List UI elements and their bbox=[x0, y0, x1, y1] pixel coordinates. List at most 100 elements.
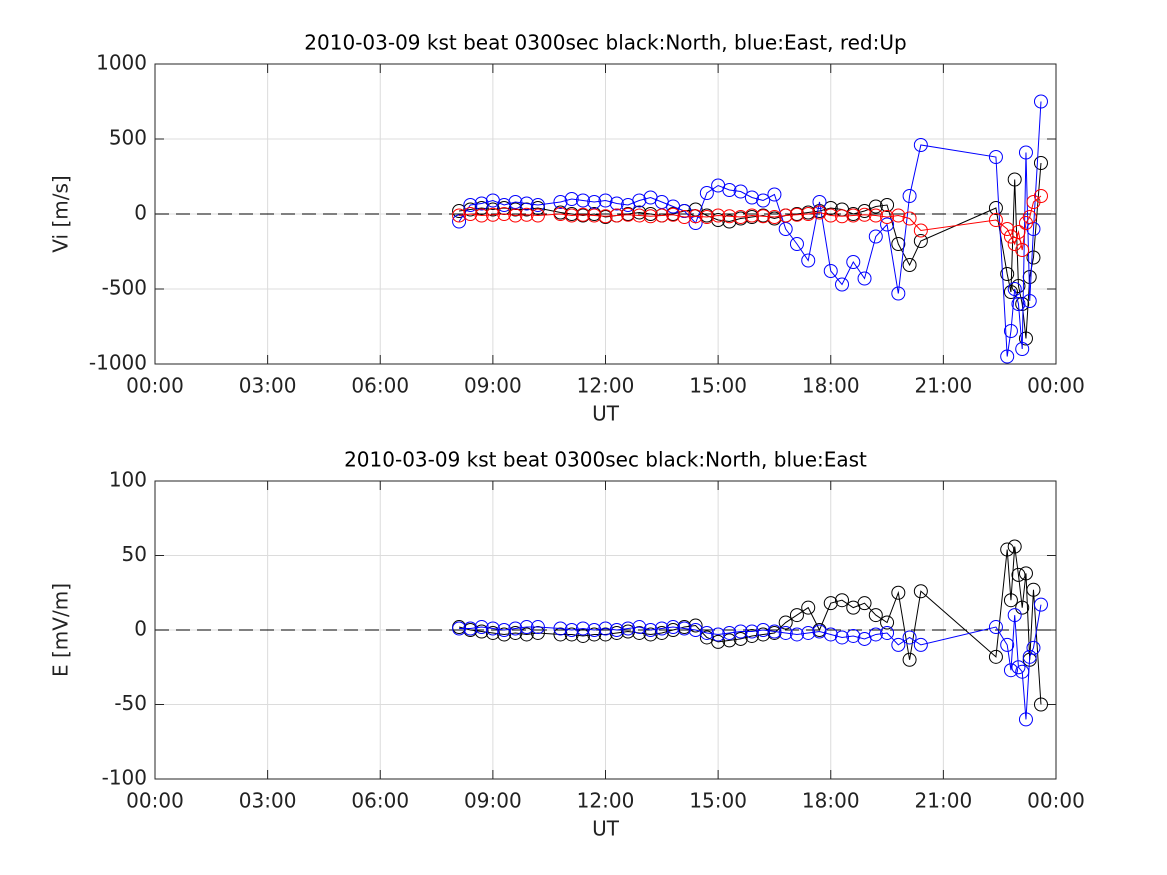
marker bbox=[1033, 94, 1048, 109]
marker bbox=[988, 649, 1003, 664]
marker bbox=[564, 627, 579, 642]
marker bbox=[988, 213, 1003, 227]
y-tick-label: 500 bbox=[109, 126, 147, 150]
marker bbox=[497, 198, 512, 212]
marker bbox=[621, 621, 636, 636]
marker bbox=[733, 631, 748, 646]
marker bbox=[609, 208, 624, 223]
marker bbox=[575, 193, 590, 208]
marker bbox=[530, 620, 545, 635]
marker bbox=[902, 258, 917, 272]
marker bbox=[823, 208, 838, 223]
marker bbox=[474, 196, 489, 211]
marker bbox=[699, 210, 714, 224]
marker bbox=[463, 621, 478, 636]
marker bbox=[1011, 225, 1026, 239]
marker bbox=[857, 271, 872, 286]
marker bbox=[744, 624, 759, 639]
marker bbox=[508, 625, 523, 640]
marker bbox=[835, 209, 850, 224]
marker bbox=[868, 208, 883, 223]
marker bbox=[778, 615, 793, 630]
marker bbox=[913, 234, 928, 248]
marker bbox=[654, 625, 669, 640]
marker bbox=[789, 608, 804, 623]
marker bbox=[1018, 712, 1033, 727]
marker bbox=[722, 183, 737, 197]
x-tick-label: 21:00 bbox=[915, 789, 973, 813]
marker bbox=[609, 196, 624, 211]
marker bbox=[913, 138, 928, 152]
marker bbox=[913, 637, 928, 652]
marker bbox=[744, 208, 759, 223]
marker bbox=[902, 189, 917, 203]
marker bbox=[913, 584, 928, 599]
marker bbox=[902, 630, 917, 645]
marker bbox=[801, 600, 816, 615]
marker bbox=[767, 210, 782, 224]
plot-content bbox=[155, 539, 1056, 727]
marker bbox=[575, 207, 590, 222]
marker bbox=[1003, 324, 1018, 338]
marker bbox=[508, 621, 523, 636]
marker bbox=[1000, 222, 1015, 236]
marker bbox=[1011, 660, 1026, 675]
y-tick-label: 50 bbox=[122, 542, 147, 566]
x-axis-label: UT bbox=[592, 402, 620, 426]
marker bbox=[632, 193, 647, 208]
marker bbox=[452, 208, 467, 223]
marker bbox=[1011, 567, 1026, 582]
marker bbox=[778, 625, 793, 640]
marker bbox=[1000, 637, 1015, 652]
y-tick-label: 1000 bbox=[96, 51, 147, 75]
marker bbox=[711, 627, 726, 642]
marker bbox=[666, 623, 681, 637]
marker bbox=[688, 618, 703, 633]
x-tick-label: 06:00 bbox=[351, 789, 409, 813]
marker bbox=[767, 187, 782, 202]
marker bbox=[756, 193, 771, 208]
marker bbox=[835, 630, 850, 645]
marker bbox=[519, 627, 534, 642]
marker bbox=[1033, 597, 1048, 612]
marker bbox=[891, 585, 906, 600]
marker bbox=[913, 223, 928, 238]
marker bbox=[485, 625, 500, 640]
y-tick-label: 100 bbox=[109, 468, 147, 492]
marker bbox=[643, 209, 658, 224]
axes-box bbox=[154, 63, 1057, 365]
marker bbox=[1022, 294, 1037, 308]
marker bbox=[823, 264, 838, 278]
marker bbox=[902, 652, 917, 667]
marker bbox=[598, 193, 613, 208]
marker bbox=[1026, 640, 1041, 655]
x-tick-label: 12:00 bbox=[577, 789, 635, 813]
marker bbox=[744, 190, 759, 205]
marker bbox=[868, 608, 883, 623]
marker bbox=[485, 207, 500, 222]
x-tick-label: 15:00 bbox=[689, 374, 747, 398]
marker bbox=[609, 623, 624, 637]
marker bbox=[1003, 663, 1018, 678]
marker bbox=[553, 207, 568, 221]
marker bbox=[530, 198, 545, 212]
marker bbox=[722, 625, 737, 640]
marker bbox=[812, 205, 827, 220]
x-tick-label: 00:00 bbox=[126, 789, 184, 813]
series-line bbox=[458, 101, 1042, 357]
marker bbox=[789, 207, 804, 222]
marker bbox=[1015, 664, 1030, 679]
marker bbox=[868, 199, 883, 214]
marker bbox=[1000, 542, 1015, 557]
marker bbox=[474, 208, 489, 223]
y-axis-label: E [mV/m] bbox=[49, 583, 73, 677]
marker bbox=[699, 186, 714, 200]
marker bbox=[643, 623, 658, 637]
x-axis-label: UT bbox=[592, 817, 620, 841]
marker bbox=[880, 217, 895, 232]
marker bbox=[812, 624, 827, 639]
marker bbox=[519, 196, 534, 211]
x-tick-label: 09:00 bbox=[464, 374, 522, 398]
marker bbox=[1000, 267, 1015, 281]
marker bbox=[812, 195, 827, 209]
